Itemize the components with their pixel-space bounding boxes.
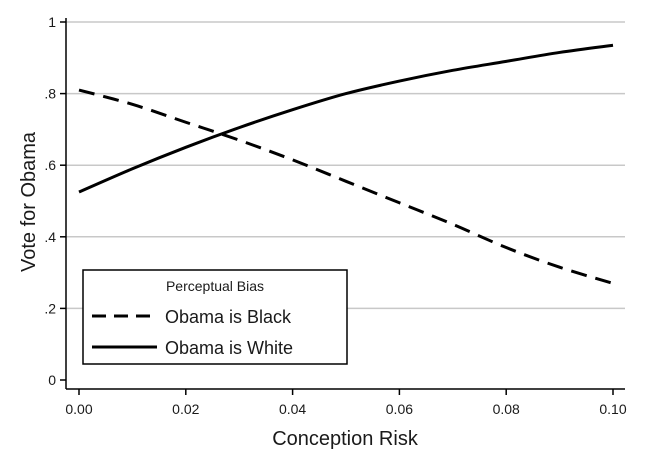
legend-title: Perceptual Bias [166,278,264,294]
legend-label-obama-white: Obama is White [165,338,293,358]
legend: Perceptual Bias Obama is Black Obama is … [82,269,348,365]
x-tick-label: 0.02 [172,401,199,417]
y-tick-label: .4 [44,229,56,245]
axes [65,18,625,390]
y-tick-label: .6 [44,157,56,173]
x-tick-label: 0.06 [386,401,413,417]
x-tick-label: 0.00 [65,401,92,417]
x-tick-label: 0.08 [493,401,520,417]
y-axis-title: Vote for Obama [18,131,40,272]
x-tick-label: 0.10 [599,401,626,417]
y-tick-label: .8 [44,86,56,102]
series-lines [78,43,614,285]
x-ticks: 0.00 0.02 0.04 0.06 0.08 0.10 [65,389,627,417]
gridlines [66,21,625,310]
y-tick-label: 1 [48,14,56,30]
x-axis-title: Conception Risk [272,428,419,449]
x-tick-label: 0.04 [279,401,306,417]
legend-label-obama-black: Obama is Black [165,307,292,327]
series-line-obama-is-black [78,88,614,285]
series-line-obama-is-white [78,43,614,194]
y-ticks: 0 .2 .4 .6 .8 1 [44,14,66,388]
y-tick-label: 0 [48,372,56,388]
y-tick-label: .2 [44,300,56,316]
